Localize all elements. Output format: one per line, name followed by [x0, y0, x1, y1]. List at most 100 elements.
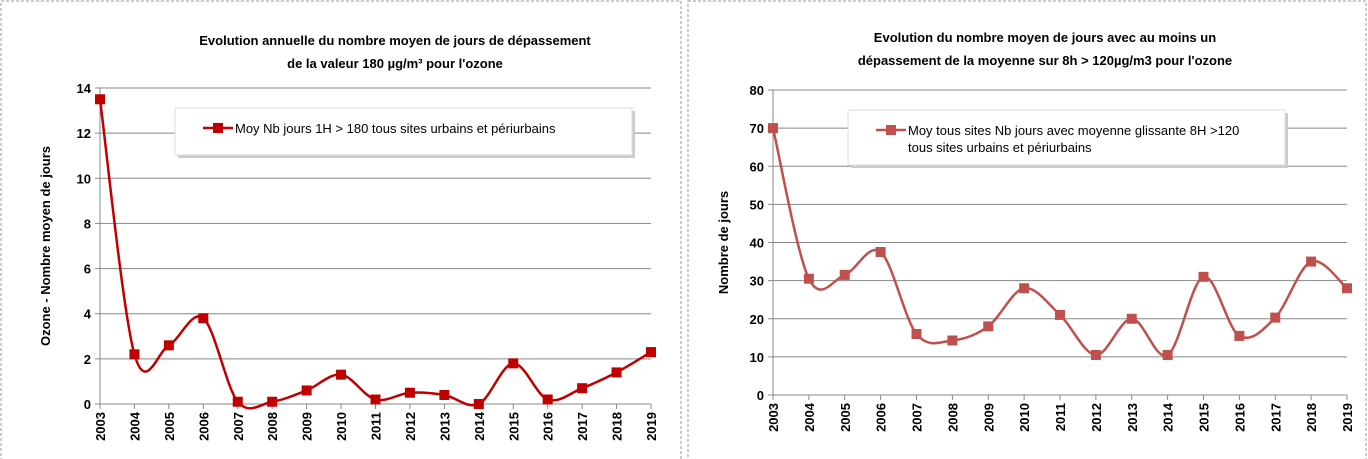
data-point	[508, 358, 519, 369]
chart-title: dépassement de la moyenne sur 8h > 120µg…	[858, 53, 1232, 68]
y-axis-label: Nombre de jours	[716, 191, 731, 294]
data-point	[301, 385, 312, 396]
data-point	[542, 394, 553, 405]
x-tick-label: 2016	[541, 412, 556, 441]
x-tick-label: 2014	[1161, 402, 1176, 432]
legend-text-box: Moy Nb jours 1H > 180 tous sites urbains…	[235, 121, 556, 136]
x-tick-label: 2015	[1197, 403, 1212, 432]
y-axis-label: Ozone - Nombre moyen de jours	[38, 146, 53, 346]
chart-title: Evolution du nombre moyen de jours avec …	[874, 30, 1216, 45]
y-tick-label: 80	[750, 83, 764, 98]
x-tick-label: 2007	[910, 403, 925, 432]
y-tick-label: 6	[84, 262, 91, 277]
data-point	[1234, 330, 1245, 341]
y-tick-label: 8	[84, 216, 91, 231]
x-tick-label: 2010	[334, 412, 349, 441]
data-point	[1306, 256, 1317, 267]
legend-box	[847, 109, 1286, 166]
data-point	[473, 399, 484, 409]
y-tick-label: 0	[84, 397, 91, 412]
data-point	[404, 387, 415, 398]
data-point	[875, 247, 886, 258]
x-tick-label: 2004	[802, 402, 817, 432]
x-tick-label: 2016	[1232, 403, 1247, 432]
x-tick-label: 2017	[1268, 403, 1283, 432]
x-tick-label: 2010	[1017, 403, 1032, 432]
data-point	[1090, 349, 1101, 360]
data-point	[1198, 271, 1209, 282]
y-tick-label: 4	[84, 307, 92, 322]
x-tick-label: 2009	[981, 403, 996, 432]
panel-border	[0, 0, 682, 459]
y-tick-label: 12	[77, 126, 91, 141]
x-tick-label: 2005	[838, 403, 853, 432]
y-tick-label: 70	[750, 121, 764, 136]
x-tick-label: 2018	[610, 412, 625, 441]
data-point	[198, 313, 209, 324]
y-tick-label: 60	[750, 159, 764, 174]
y-tick-label: 10	[77, 171, 91, 186]
chart-title: de la valeur 180 µg/m³ pour l'ozone	[287, 56, 503, 71]
y-tick-label: 50	[750, 197, 764, 212]
data-point	[129, 349, 140, 360]
x-tick-label: 2017	[575, 412, 590, 441]
x-tick-label: 2007	[231, 412, 246, 441]
panel-border	[687, 0, 1367, 459]
legend-label: Moy tous sites Nb jours avec moyenne gli…	[908, 123, 1240, 155]
y-tick-label: 10	[750, 350, 764, 365]
x-tick-label: 2019	[644, 412, 659, 441]
x-tick-label: 2005	[162, 412, 177, 441]
x-tick-label: 2014	[472, 411, 487, 441]
x-tick-label: 2015	[506, 412, 521, 441]
y-tick-label: 2	[84, 352, 91, 367]
y-tick-label: 40	[750, 236, 764, 251]
legend-text-box: Moy tous sites Nb jours avec moyenne gli…	[908, 123, 1240, 155]
data-point	[1270, 312, 1281, 323]
x-tick-label: 2013	[437, 412, 452, 441]
y-tick-label: 20	[750, 312, 764, 327]
data-point	[646, 347, 656, 358]
data-point	[947, 335, 958, 346]
chart-title: Evolution annuelle du nombre moyen de jo…	[199, 33, 591, 48]
x-tick-label: 2008	[945, 403, 960, 432]
data-point	[577, 383, 588, 394]
x-tick-label: 2018	[1304, 403, 1319, 432]
x-tick-label: 2009	[300, 412, 315, 441]
y-tick-label: 30	[750, 274, 764, 289]
x-tick-label: 2003	[93, 412, 108, 441]
x-tick-label: 2012	[1089, 403, 1104, 432]
x-tick-label: 2019	[1340, 403, 1355, 432]
data-point	[439, 389, 450, 400]
legend-label: Moy Nb jours 1H > 180 tous sites urbains…	[235, 121, 556, 136]
legend-marker	[213, 123, 223, 133]
data-point	[370, 394, 381, 405]
data-point	[163, 340, 174, 351]
x-tick-label: 2013	[1125, 403, 1140, 432]
data-point	[611, 367, 622, 378]
data-point	[232, 396, 243, 407]
data-point	[983, 321, 994, 332]
x-tick-label: 2012	[403, 412, 418, 441]
x-tick-label: 2006	[874, 403, 889, 432]
x-tick-label: 2003	[766, 403, 781, 432]
x-tick-label: 2011	[1053, 403, 1068, 431]
data-point	[1019, 283, 1030, 294]
x-tick-label: 2006	[196, 412, 211, 441]
data-point	[95, 94, 105, 105]
data-point	[839, 269, 850, 280]
data-point	[1055, 309, 1065, 320]
data-point	[911, 329, 922, 339]
data-point	[803, 273, 814, 284]
x-tick-label: 2011	[369, 412, 384, 440]
data-point	[1162, 349, 1173, 360]
legend-marker	[886, 125, 896, 135]
y-tick-label: 0	[757, 388, 764, 403]
x-tick-label: 2004	[127, 411, 142, 441]
data-point	[336, 369, 347, 380]
data-point	[1126, 313, 1137, 324]
y-tick-label: 14	[77, 81, 92, 96]
x-tick-label: 2008	[265, 412, 280, 441]
data-point	[267, 396, 278, 407]
legend-box	[174, 107, 633, 156]
